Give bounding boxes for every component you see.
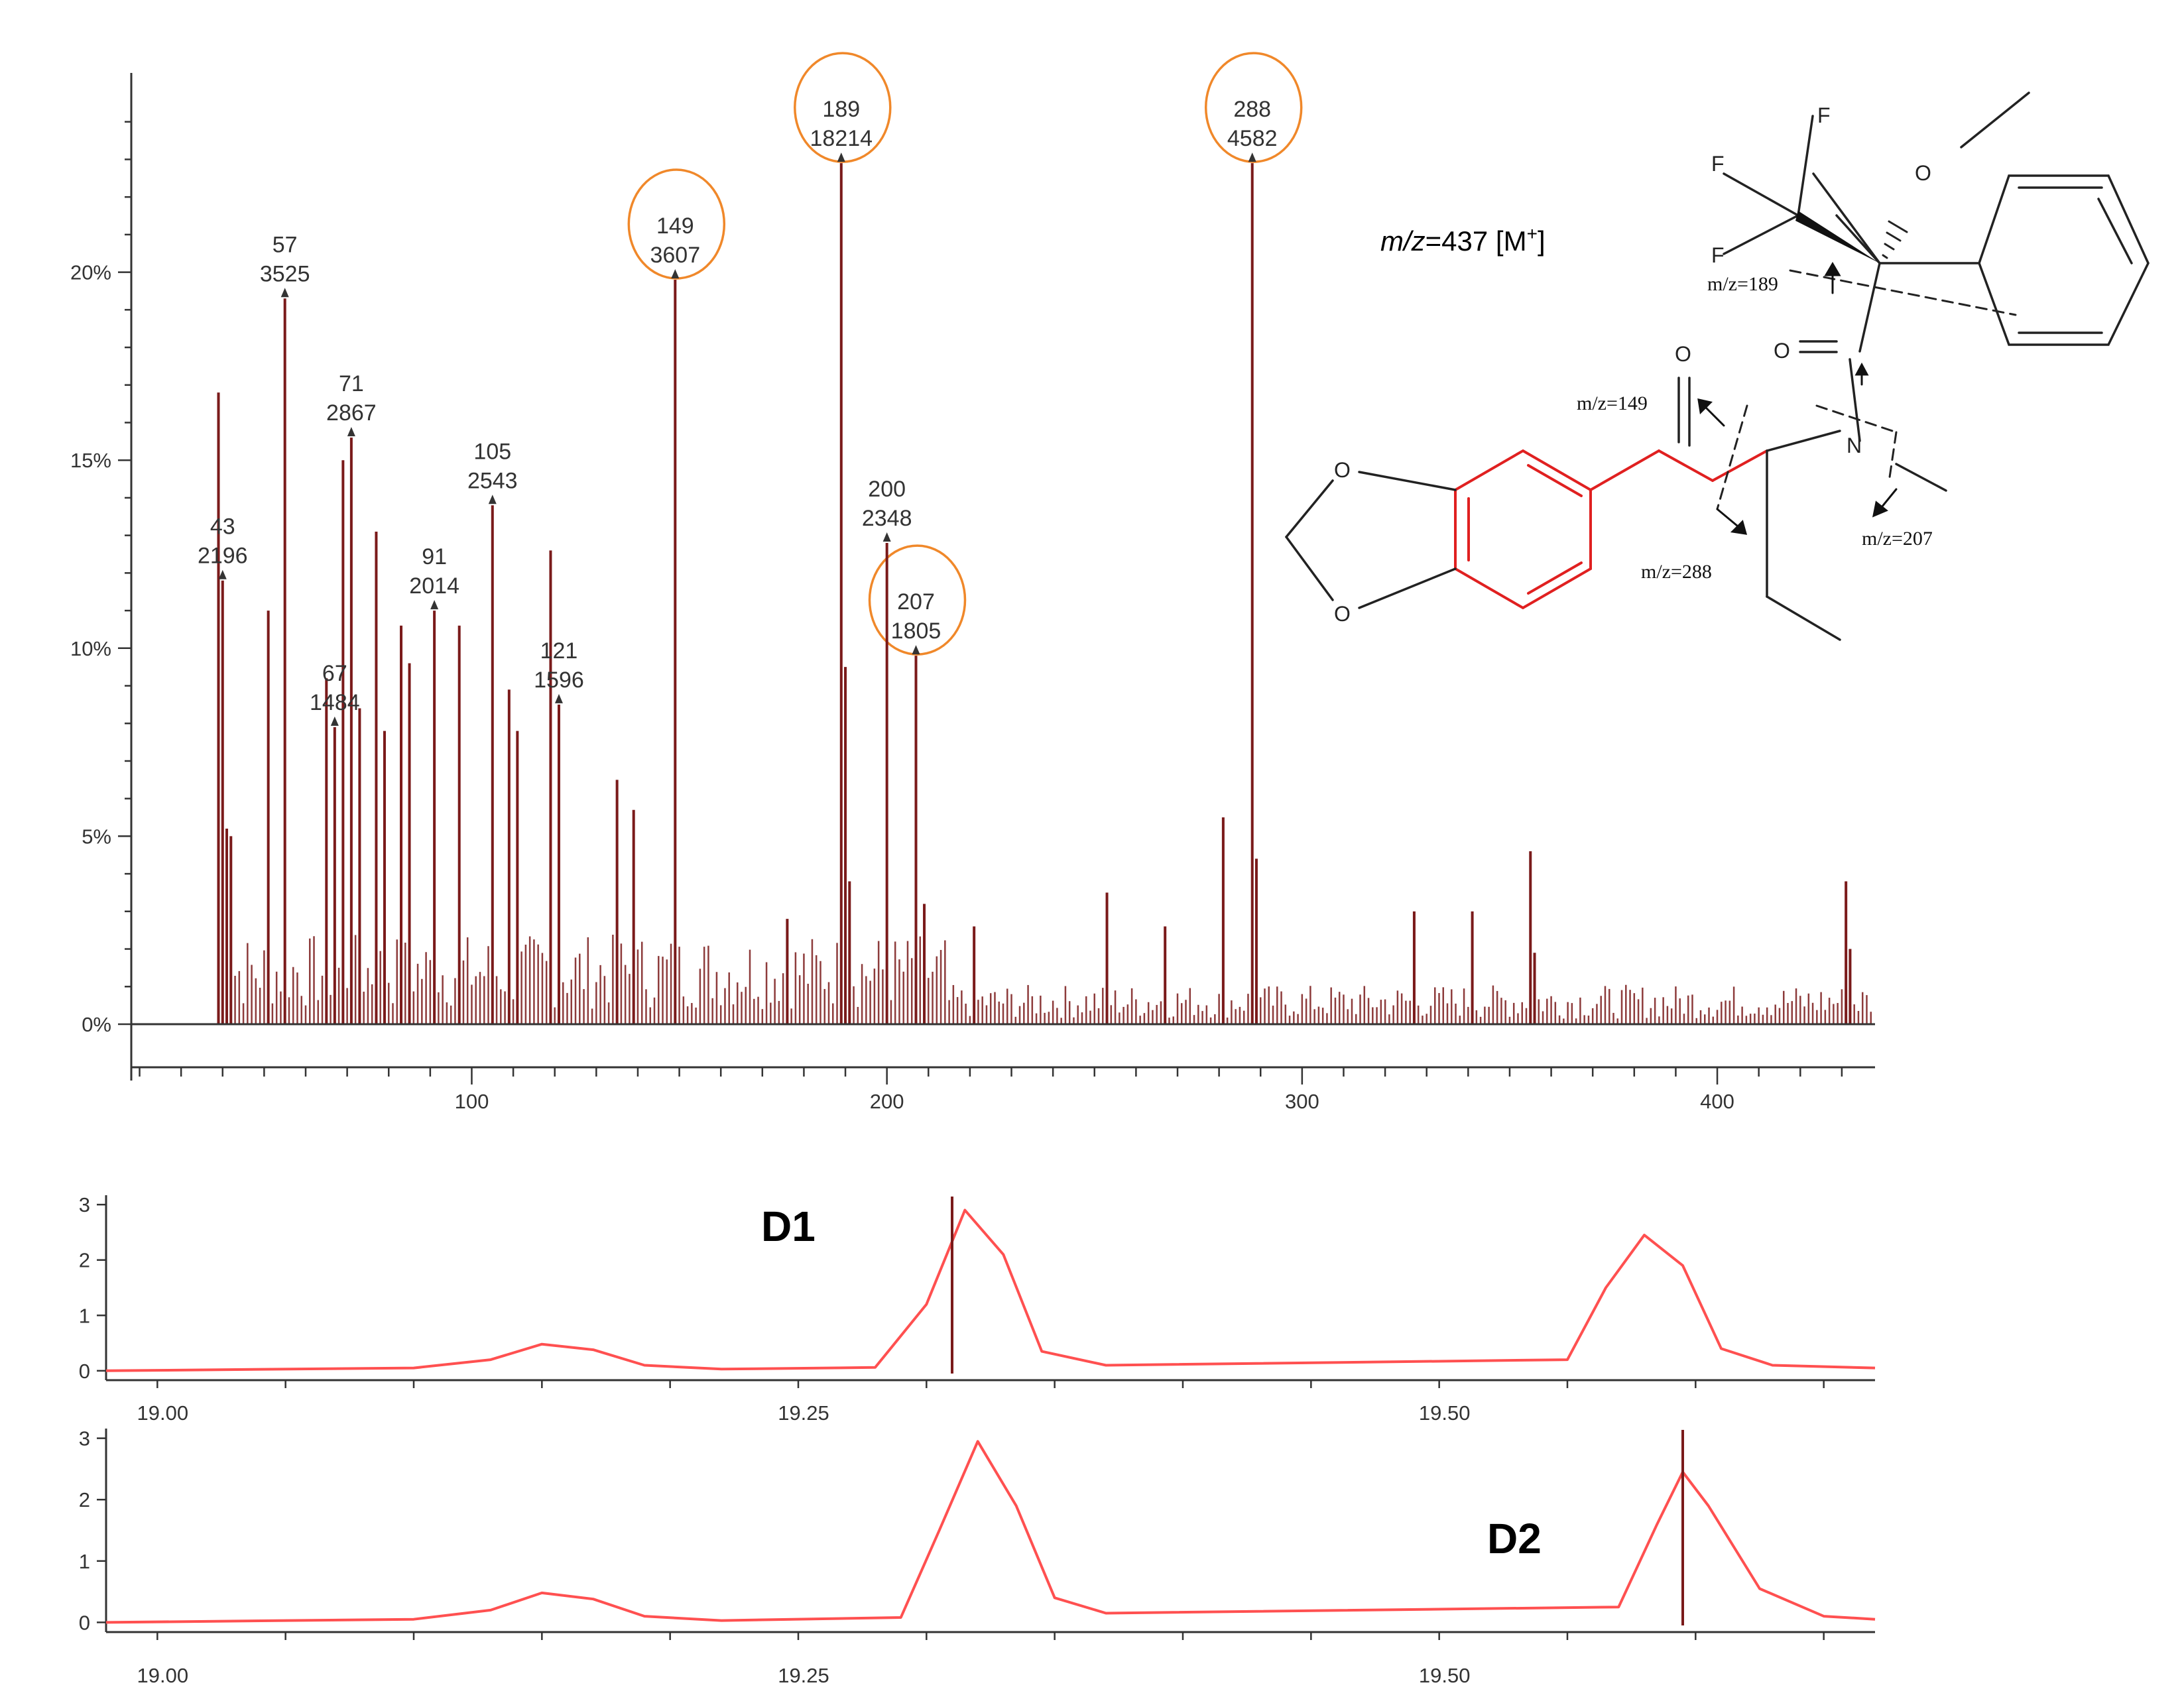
chrom-x-tick-label: 19.25 [778,1401,829,1425]
peak-mz-label-91: 91 [422,544,447,569]
peak-count-label-67: 1484 [310,690,360,715]
peak-count-label-71: 2867 [326,400,377,426]
atom-n: N [1847,434,1862,457]
ion-mz-italic: m/z [1380,225,1426,257]
chrom-y-tick-label: 1 [79,1304,90,1327]
peak-count-label-149: 3607 [650,243,700,268]
peak-mz-label-43: 43 [210,514,235,540]
chrom-y-tick-label: 1 [79,1550,90,1573]
peak-count-label-43: 2196 [198,544,248,569]
chrom-y-tick-label: 0 [79,1611,90,1634]
wedge-bond [1795,211,1880,263]
chrom-x-tick-label: 19.00 [137,1664,189,1687]
chrom-y-tick-label: 0 [79,1360,90,1383]
ion-value: =437 [M [1426,225,1527,257]
x-tick-label: 300 [1285,1090,1319,1113]
chrom-x-tick-label: 19.25 [778,1664,829,1687]
peak-mz-label-57: 57 [273,232,298,257]
hashed-bond [1882,220,1908,259]
highlight-circles [627,52,1303,656]
atom-o-ring-top: O [1334,458,1351,482]
chrom-y-tick-label: 2 [79,1249,90,1272]
peak-arrow-43 [218,569,227,579]
spectrum-bars [217,163,1872,1024]
atom-f-left: F [1711,152,1725,176]
chrom-trace [105,1208,1876,1372]
y-tick-label: 5% [82,825,111,848]
peak-arrow-207 [912,645,920,655]
x-tick-label: 100 [455,1090,489,1113]
peak-mz-label-149: 149 [656,213,694,239]
peak-count-label-91: 2014 [409,573,459,599]
atom-o-amide: O [1774,339,1790,363]
peak-count-label-207: 1805 [891,618,941,644]
peak-arrow-105 [488,495,497,504]
y-tick-label: 15% [70,449,111,472]
atom-f-bottom: F [1711,243,1725,267]
atom-o-ring-bottom: O [1334,602,1351,626]
peak-arrow-189 [837,152,845,162]
peak-count-label-105: 2543 [467,468,518,493]
peak-arrow-57 [280,288,289,298]
peak-arrow-149 [671,268,680,278]
svg-text:m/z=437 [M+]: m/z=437 [M+] [1380,223,1546,257]
peak-mz-label-105: 105 [473,439,511,464]
peak-mz-label-67: 67 [322,661,347,686]
y-tick-label: 0% [82,1013,111,1036]
chemical-structure: F F F O O O O O N m/z=189 m/z=149 m/z=28… [1285,91,2150,641]
peak-arrow-288 [1248,152,1256,162]
fragment-label-189: m/z=189 [1707,273,1778,295]
peak-arrow-91 [430,600,439,610]
peak-name-d1: D1 [761,1203,816,1250]
dioxole-bonds [1285,91,2150,641]
chrom-y-tick-label: 3 [79,1193,90,1216]
spectrum-axes: 0% 5% 10% 15% 20% 100 200 300 400 [70,73,1875,1113]
fragment-label-207: m/z=207 [1862,528,1933,550]
peak-arrow-71 [347,427,355,437]
peak-mz-label-207: 207 [897,589,935,615]
peak-count-label-121: 1596 [534,668,584,693]
y-tick-label: 20% [70,261,111,284]
fragment-arrows [1697,262,1898,535]
peak-name-d2: D2 [1487,1515,1542,1562]
peak-mz-label-200: 200 [868,477,906,502]
atom-f-top: F [1817,103,1831,127]
peak-count-label-288: 4582 [1227,126,1278,151]
peak-count-label-200: 2348 [862,506,912,531]
chromatogram-d2: 0 1 2 3 19.00 19.25 19.50 [79,1427,1876,1687]
chrom-x-tick-label: 19.50 [1419,1401,1471,1425]
mass-spectrum: 43 2196 57 3525 67 1484 71 2867 91 2014 105 2543 121… [70,52,1875,1113]
fragment-label-288: m/z=288 [1641,561,1712,583]
atom-o-ketone: O [1675,342,1691,366]
atom-o-methoxy: O [1915,161,1931,185]
peak-mz-label-288: 288 [1233,97,1271,122]
peak-count-label-189: 18214 [810,126,873,151]
molecular-ion-label: m/z=437 [M+] [1380,223,1546,257]
peak-count-label-57: 3525 [260,261,310,286]
peak-arrow-200 [882,532,891,542]
ion-charge: + [1527,223,1538,244]
chrom-y-tick-label: 2 [79,1488,90,1511]
benzodioxole-ring [1454,449,1768,610]
fragment-label-149: m/z=149 [1577,392,1648,414]
chrom-x-tick-label: 19.50 [1419,1664,1471,1687]
peak-arrow-121 [554,693,563,703]
peak-arrow-67 [330,716,339,726]
chrom-trace [105,1440,1876,1624]
ion-close: ] [1538,225,1546,257]
y-tick-label: 10% [70,637,111,660]
chromatogram-d1: 0 1 2 3 19.00 19.25 19.50 [79,1193,1876,1425]
x-tick-label: 400 [1700,1090,1734,1113]
peak-mz-label-71: 71 [339,371,364,396]
x-tick-label: 200 [870,1090,904,1113]
chrom-x-tick-label: 19.00 [137,1401,189,1425]
peak-mz-label-189: 189 [822,97,860,122]
chrom-y-tick-label: 3 [79,1427,90,1450]
cleavage-lines [1716,269,2017,510]
peak-mz-label-121: 121 [540,638,578,664]
peak-labels: 43 2196 57 3525 67 1484 71 2867 91 2014 105 2543 121… [198,97,1278,726]
baseline-noise [217,934,1872,1024]
